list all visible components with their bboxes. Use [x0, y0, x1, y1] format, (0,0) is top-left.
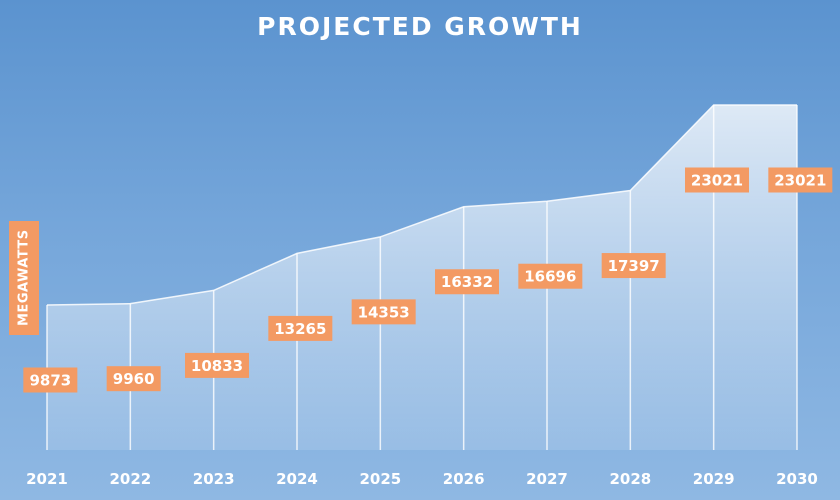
svg-text:10833: 10833 — [191, 357, 243, 375]
svg-text:17397: 17397 — [608, 257, 660, 275]
x-tick-label-2025: 2025 — [359, 470, 401, 488]
data-label-2027: 16696 — [518, 263, 583, 289]
x-tick-label-2027: 2027 — [526, 470, 568, 488]
svg-text:9960: 9960 — [113, 370, 155, 388]
x-tick-label-2028: 2028 — [609, 470, 651, 488]
data-label-2024: 13265 — [268, 315, 333, 341]
svg-text:23021: 23021 — [774, 172, 826, 190]
data-label-2022: 9960 — [106, 366, 161, 392]
x-tick-label-2023: 2023 — [193, 470, 235, 488]
x-tick-label-2021: 2021 — [26, 470, 68, 488]
svg-text:23021: 23021 — [691, 172, 743, 190]
chart-title: PROJECTED GROWTH — [257, 12, 583, 41]
series-area — [47, 105, 797, 450]
data-label-2029: 23021 — [685, 167, 749, 193]
data-label-2026: 16332 — [435, 269, 499, 295]
x-tick-label-2022: 2022 — [109, 470, 151, 488]
x-tick-label-2024: 2024 — [276, 470, 318, 488]
svg-text:14353: 14353 — [358, 303, 410, 321]
data-label-2021: 9873 — [23, 367, 78, 393]
x-tick-label-2030: 2030 — [776, 470, 818, 488]
x-tick-label-2026: 2026 — [443, 470, 485, 488]
svg-text:9873: 9873 — [29, 372, 71, 390]
data-label-2028: 17397 — [601, 253, 666, 279]
svg-text:16696: 16696 — [524, 268, 576, 286]
svg-text:13265: 13265 — [274, 320, 326, 338]
data-label-2030: 23021 — [768, 167, 833, 193]
data-label-2023: 10833 — [185, 352, 249, 378]
x-tick-label-2029: 2029 — [693, 470, 735, 488]
series-line — [46, 104, 797, 306]
svg-text:16332: 16332 — [441, 273, 493, 291]
data-label-2025: 14353 — [351, 299, 416, 325]
